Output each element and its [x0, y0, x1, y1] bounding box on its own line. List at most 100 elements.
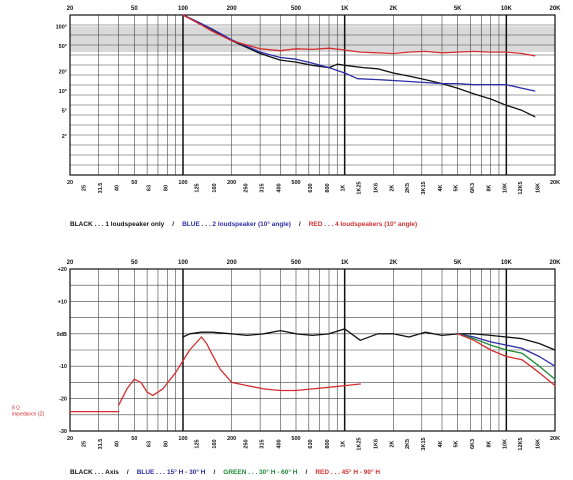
legend-entry: /: [306, 469, 308, 476]
top-tick-label: 50: [131, 6, 138, 12]
top-tick-label: 500: [291, 6, 302, 12]
bottom-tick-label: 315: [260, 183, 266, 192]
top-tick-label: 100: [178, 260, 189, 266]
bottom-tick-label: 250: [243, 183, 249, 192]
bottom-tick-label: 25: [82, 185, 88, 191]
bottom-tick-label: 8K: [487, 440, 493, 447]
bottom-tick-label: 500: [291, 180, 300, 186]
bottom-tick-label: 400: [276, 439, 282, 448]
legend-entry: /: [127, 469, 129, 476]
top-tick-label: 100: [178, 6, 189, 12]
bottom-tick-label: 20: [67, 436, 73, 442]
bottom-tick-label: 5K: [454, 440, 460, 447]
y-tick-label: +10: [58, 299, 67, 305]
bottom-tick-label: 630: [308, 183, 314, 192]
bottom-tick-label: 2K: [389, 184, 395, 191]
bottom-tick-label: 50: [131, 436, 137, 442]
bottom-tick-label: 4K: [438, 440, 444, 447]
bottom-tick-label: 63: [147, 441, 153, 447]
bottom-tick-label: 4K: [438, 184, 444, 191]
bottom-tick-label: 400: [276, 183, 282, 192]
bottom-tick-label: 20K: [550, 180, 560, 186]
series-line: [182, 328, 556, 351]
bottom-tick-label: 1K25: [356, 181, 362, 194]
bottom-tick-label: 2K5: [405, 439, 411, 449]
bottom-tick-label: 31.5: [98, 183, 104, 194]
bottom-tick-label: 200: [227, 436, 236, 442]
legend-entry: BLUE . . . 2 loudspeaker (10° angle): [182, 220, 291, 228]
bottom-tick-label: 630: [308, 439, 314, 448]
bottom-tick-label: 250: [243, 439, 249, 448]
bottom-tick-label: 25: [82, 441, 88, 447]
top-tick-label: 1K: [341, 260, 349, 266]
top-tick-label: 10K: [501, 260, 513, 266]
bottom-tick-label: 2K: [389, 440, 395, 447]
top-tick-label: 5K: [454, 6, 462, 12]
bottom-tick-label: 20K: [550, 436, 560, 442]
series-line: [118, 336, 361, 406]
y-tick-label: -10: [59, 364, 67, 370]
series-line: [457, 333, 556, 387]
annotation-label: 8 Ω: [12, 406, 20, 412]
bottom-tick-label: 16K: [535, 183, 541, 193]
bottom-tick-label: 1K6: [374, 183, 380, 193]
top-tick-label: 5K: [454, 260, 462, 266]
legend-bottom: BLACK . . . Axis / BLUE . . . 15° H - 30° …: [70, 468, 380, 476]
legend-entry: GREEN . . . 30° H - 60° H: [223, 468, 297, 476]
bottom-tick-label: 6K3: [470, 439, 476, 449]
polar-pattern-chart: 20 50 100 200 500 1K 2K 5K 10K 20K 20 25 31.5 40 50 63 8…: [56, 6, 562, 195]
y-tick-label: +20: [58, 267, 67, 273]
bottom-tick-label: 80: [163, 185, 169, 191]
bottom-tick-label: 100: [178, 180, 187, 186]
legend-entry: RED . . . 4 loudspeakers (10° angle): [309, 220, 417, 228]
bottom-tick-label: 125: [195, 439, 201, 448]
top-tick-label: 50: [131, 260, 138, 266]
bottom-tick-label: 3K15: [421, 437, 427, 450]
legend-entry: BLACK . . . Axis: [70, 469, 119, 476]
shaded-band: [70, 26, 555, 53]
bottom-tick-label: 160: [212, 183, 218, 192]
legend-entry: /: [213, 469, 215, 476]
bottom-tick-label: 50: [131, 180, 137, 186]
y-tick-label: 20°: [59, 70, 67, 76]
bottom-tick-label: 125: [195, 183, 201, 192]
legend-entry: RED . . . 45° H - 90° H: [315, 468, 380, 476]
bottom-tick-label: 31.5: [98, 439, 104, 450]
series-line: [182, 14, 536, 57]
annotation-label: impedance (Z): [12, 412, 45, 418]
legend-top: BLACK . . . 1 loudspeaker only / BLUE . . …: [70, 220, 417, 228]
top-tick-label: 200: [227, 260, 238, 266]
y-tick-label: 5°: [62, 108, 67, 114]
bottom-tick-label: 40: [115, 185, 121, 191]
top-tick-label: 20: [67, 6, 74, 12]
y-tick-label: 100°: [56, 24, 67, 30]
bottom-tick-label: 2K5: [405, 183, 411, 193]
series-line: [182, 14, 536, 92]
bottom-tick-label: 1K: [341, 440, 347, 447]
bottom-tick-label: 200: [227, 180, 236, 186]
bottom-tick-label: 800: [325, 439, 331, 448]
top-tick-label: 20K: [549, 260, 561, 266]
plot-frame: [69, 14, 556, 176]
bottom-tick-label: 40: [115, 441, 121, 447]
bottom-tick-label: 10K: [502, 183, 508, 193]
bottom-tick-label: 800: [325, 183, 331, 192]
bottom-tick-label: 8K: [487, 184, 493, 191]
bottom-tick-label: 16K: [535, 439, 541, 449]
bottom-tick-label: 6K3: [470, 183, 476, 193]
top-tick-label: 200: [227, 6, 238, 12]
top-tick-label: 1K: [341, 6, 349, 12]
bottom-tick-label: 1K25: [356, 437, 362, 450]
bottom-tick-label: 100: [178, 436, 187, 442]
legend-entry: BLACK . . . 1 loudspeaker only: [70, 221, 165, 228]
legend-entry: /: [299, 221, 301, 228]
bottom-tick-label: 5K: [454, 184, 460, 191]
bottom-tick-label: 12K5: [518, 181, 524, 194]
series-line: [457, 333, 556, 367]
bottom-tick-label: 1K6: [374, 439, 380, 449]
bottom-tick-label: 315: [260, 439, 266, 448]
bottom-tick-label: 20: [67, 180, 73, 186]
bottom-tick-label: 10K: [502, 439, 508, 449]
series-line: [182, 14, 536, 118]
